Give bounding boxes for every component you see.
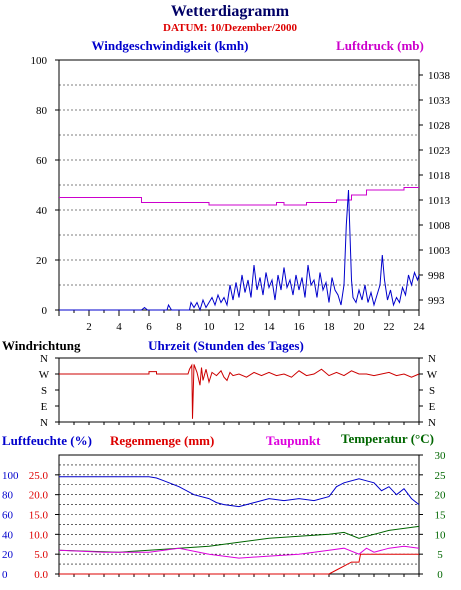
temperature-y-tick-label: 20 [435,490,447,502]
pressure-y-tick-label: 1023 [428,145,451,157]
direction-y-tick-label-right: E [429,401,436,413]
direction-y-tick-label-right: N [428,353,436,365]
wind-x-tick-label: 24 [414,321,426,333]
wind-x-tick-label: 12 [234,321,245,333]
legend-humidity: Luftfeuchte (%) [2,433,92,448]
pressure-y-tick-label: 1038 [428,70,451,82]
direction-y-tick-label: E [41,401,48,413]
pressure-y-tick-label: 1018 [428,170,451,182]
humidity-y-tick-label: 0 [2,569,8,581]
wind-y-tick-label: 80 [36,105,48,117]
pressure-y-tick-label: 1028 [428,120,451,132]
rain-y-tick-label: 25.0 [29,470,49,482]
humidity-y-tick-label: 80 [2,490,14,502]
legend-rain: Regenmenge (mm) [110,433,214,448]
pressure-series-line [59,187,419,206]
pressure-axis-label: Luftdruck (mb) [336,38,424,53]
wind-direction-title: Windrichtung [2,338,81,353]
direction-y-tick-label: S [41,385,47,397]
rain-y-tick-label: 20.0 [29,490,49,502]
wind-y-tick-label: 60 [36,155,48,167]
temperature-y-tick-label: 0 [437,569,443,581]
wind-x-tick-label: 4 [116,321,122,333]
rain-y-tick-label: 0.0 [34,569,48,581]
humidity-y-tick-label: 20 [2,549,14,561]
pressure-y-tick-label: 1013 [428,195,451,207]
wind-x-tick-label: 10 [204,321,216,333]
pressure-y-tick-label: 1003 [428,245,451,257]
wind-y-tick-label: 0 [42,305,48,317]
rain-y-tick-label: 15.0 [29,510,49,522]
rain-series-line [59,553,419,575]
direction-y-tick-label-right: W [427,369,438,381]
legend-dewpoint: Taupunkt [266,433,321,448]
wind-x-tick-label: 8 [176,321,182,333]
wind-x-tick-label: 22 [384,321,395,333]
temperature-y-tick-label: 25 [435,470,447,482]
humidity-y-tick-label: 100 [2,470,19,482]
pressure-y-tick-label: 998 [428,270,445,282]
legend-temperature: Temperatur (°C) [341,431,434,446]
wind-direction-series-line [59,363,420,419]
wind-x-tick-label: 6 [146,321,152,333]
direction-y-tick-label-right: N [428,417,436,429]
pressure-y-tick-label: 1008 [428,220,451,232]
humidity-series-line [59,476,420,508]
direction-y-tick-label: N [40,353,48,365]
humidity-y-tick-label: 60 [2,510,14,522]
temperature-series-line [58,525,420,553]
dewpoint-series-line [58,545,420,559]
direction-y-tick-label: W [39,369,50,381]
humidity-y-tick-label: 40 [2,529,14,541]
temperature-y-tick-label: 30 [435,450,447,462]
wind-y-tick-label: 100 [31,55,48,67]
wind-x-tick-label: 2 [86,321,92,333]
direction-plot-frame [58,357,420,423]
temperature-y-tick-label: 10 [435,529,447,541]
temperature-y-tick-label: 15 [435,510,447,522]
wind-y-tick-label: 40 [36,205,48,217]
rain-y-tick-label: 5.0 [34,549,48,561]
wind-x-tick-label: 18 [324,321,336,333]
direction-y-tick-label-right: S [429,385,435,397]
pressure-y-tick-label: 1033 [428,95,451,107]
wind-x-tick-label: 14 [264,321,276,333]
wind-y-tick-label: 20 [36,255,48,267]
wind-x-tick-label: 20 [354,321,366,333]
wind-speed-series-line [59,189,420,312]
chart-title: Wetterdiagramm [171,3,290,20]
wind-x-tick-label: 16 [294,321,306,333]
chart-date: DATUM: 10/Dezember/2000 [163,22,297,34]
time-axis-label: Uhrzeit (Stunden des Tages) [148,338,304,353]
rain-y-tick-label: 10.0 [29,529,49,541]
temperature-y-tick-label: 5 [437,549,443,561]
direction-y-tick-label: N [40,417,48,429]
wind-axis-label: Windgeschwindigkeit (kmh) [92,38,249,53]
pressure-y-tick-label: 993 [428,295,445,307]
